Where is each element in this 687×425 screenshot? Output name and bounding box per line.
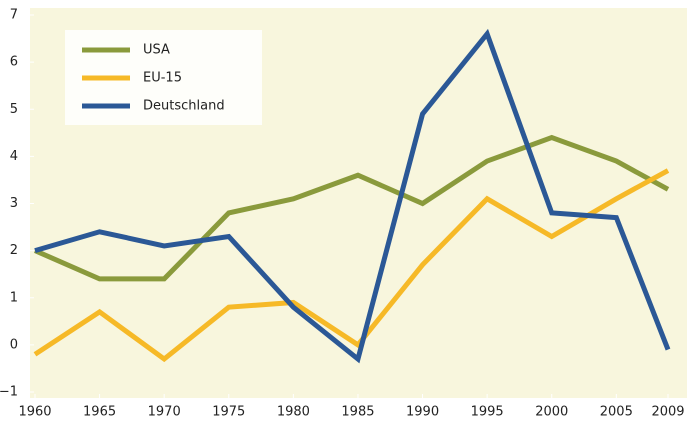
x-tick-label: 1965 (83, 405, 116, 420)
y-tick-label: 2 (10, 243, 18, 258)
series-line (34, 28, 671, 364)
x-tick-label: 1990 (406, 405, 439, 420)
y-tick-label: 7 (10, 8, 18, 23)
legend-label: Deutschland (143, 99, 225, 114)
x-tick-label: 1960 (18, 405, 51, 420)
y-tick-label: −1 (0, 385, 18, 400)
legend-label: USA (143, 43, 170, 58)
series-line (33, 134, 670, 282)
x-tick-label: 1970 (148, 405, 181, 420)
y-tick-label: 6 (10, 55, 18, 70)
x-tick-label: 2000 (535, 405, 568, 420)
x-tick-label: 1975 (212, 405, 245, 420)
x-tick-label: 2005 (600, 405, 633, 420)
y-tick-label: 0 (10, 337, 18, 352)
series-line (33, 168, 670, 363)
x-tick-label: 1995 (471, 405, 504, 420)
x-tick-label: 2009 (651, 405, 684, 420)
x-tick-label: 1985 (341, 405, 374, 420)
legend-label: EU-15 (143, 71, 182, 86)
x-tick-label: 1980 (277, 405, 310, 420)
y-tick-label: 4 (10, 149, 18, 164)
y-tick-label: 5 (10, 102, 18, 117)
y-tick-label: 3 (10, 196, 18, 211)
y-tick-label: 1 (10, 290, 18, 305)
